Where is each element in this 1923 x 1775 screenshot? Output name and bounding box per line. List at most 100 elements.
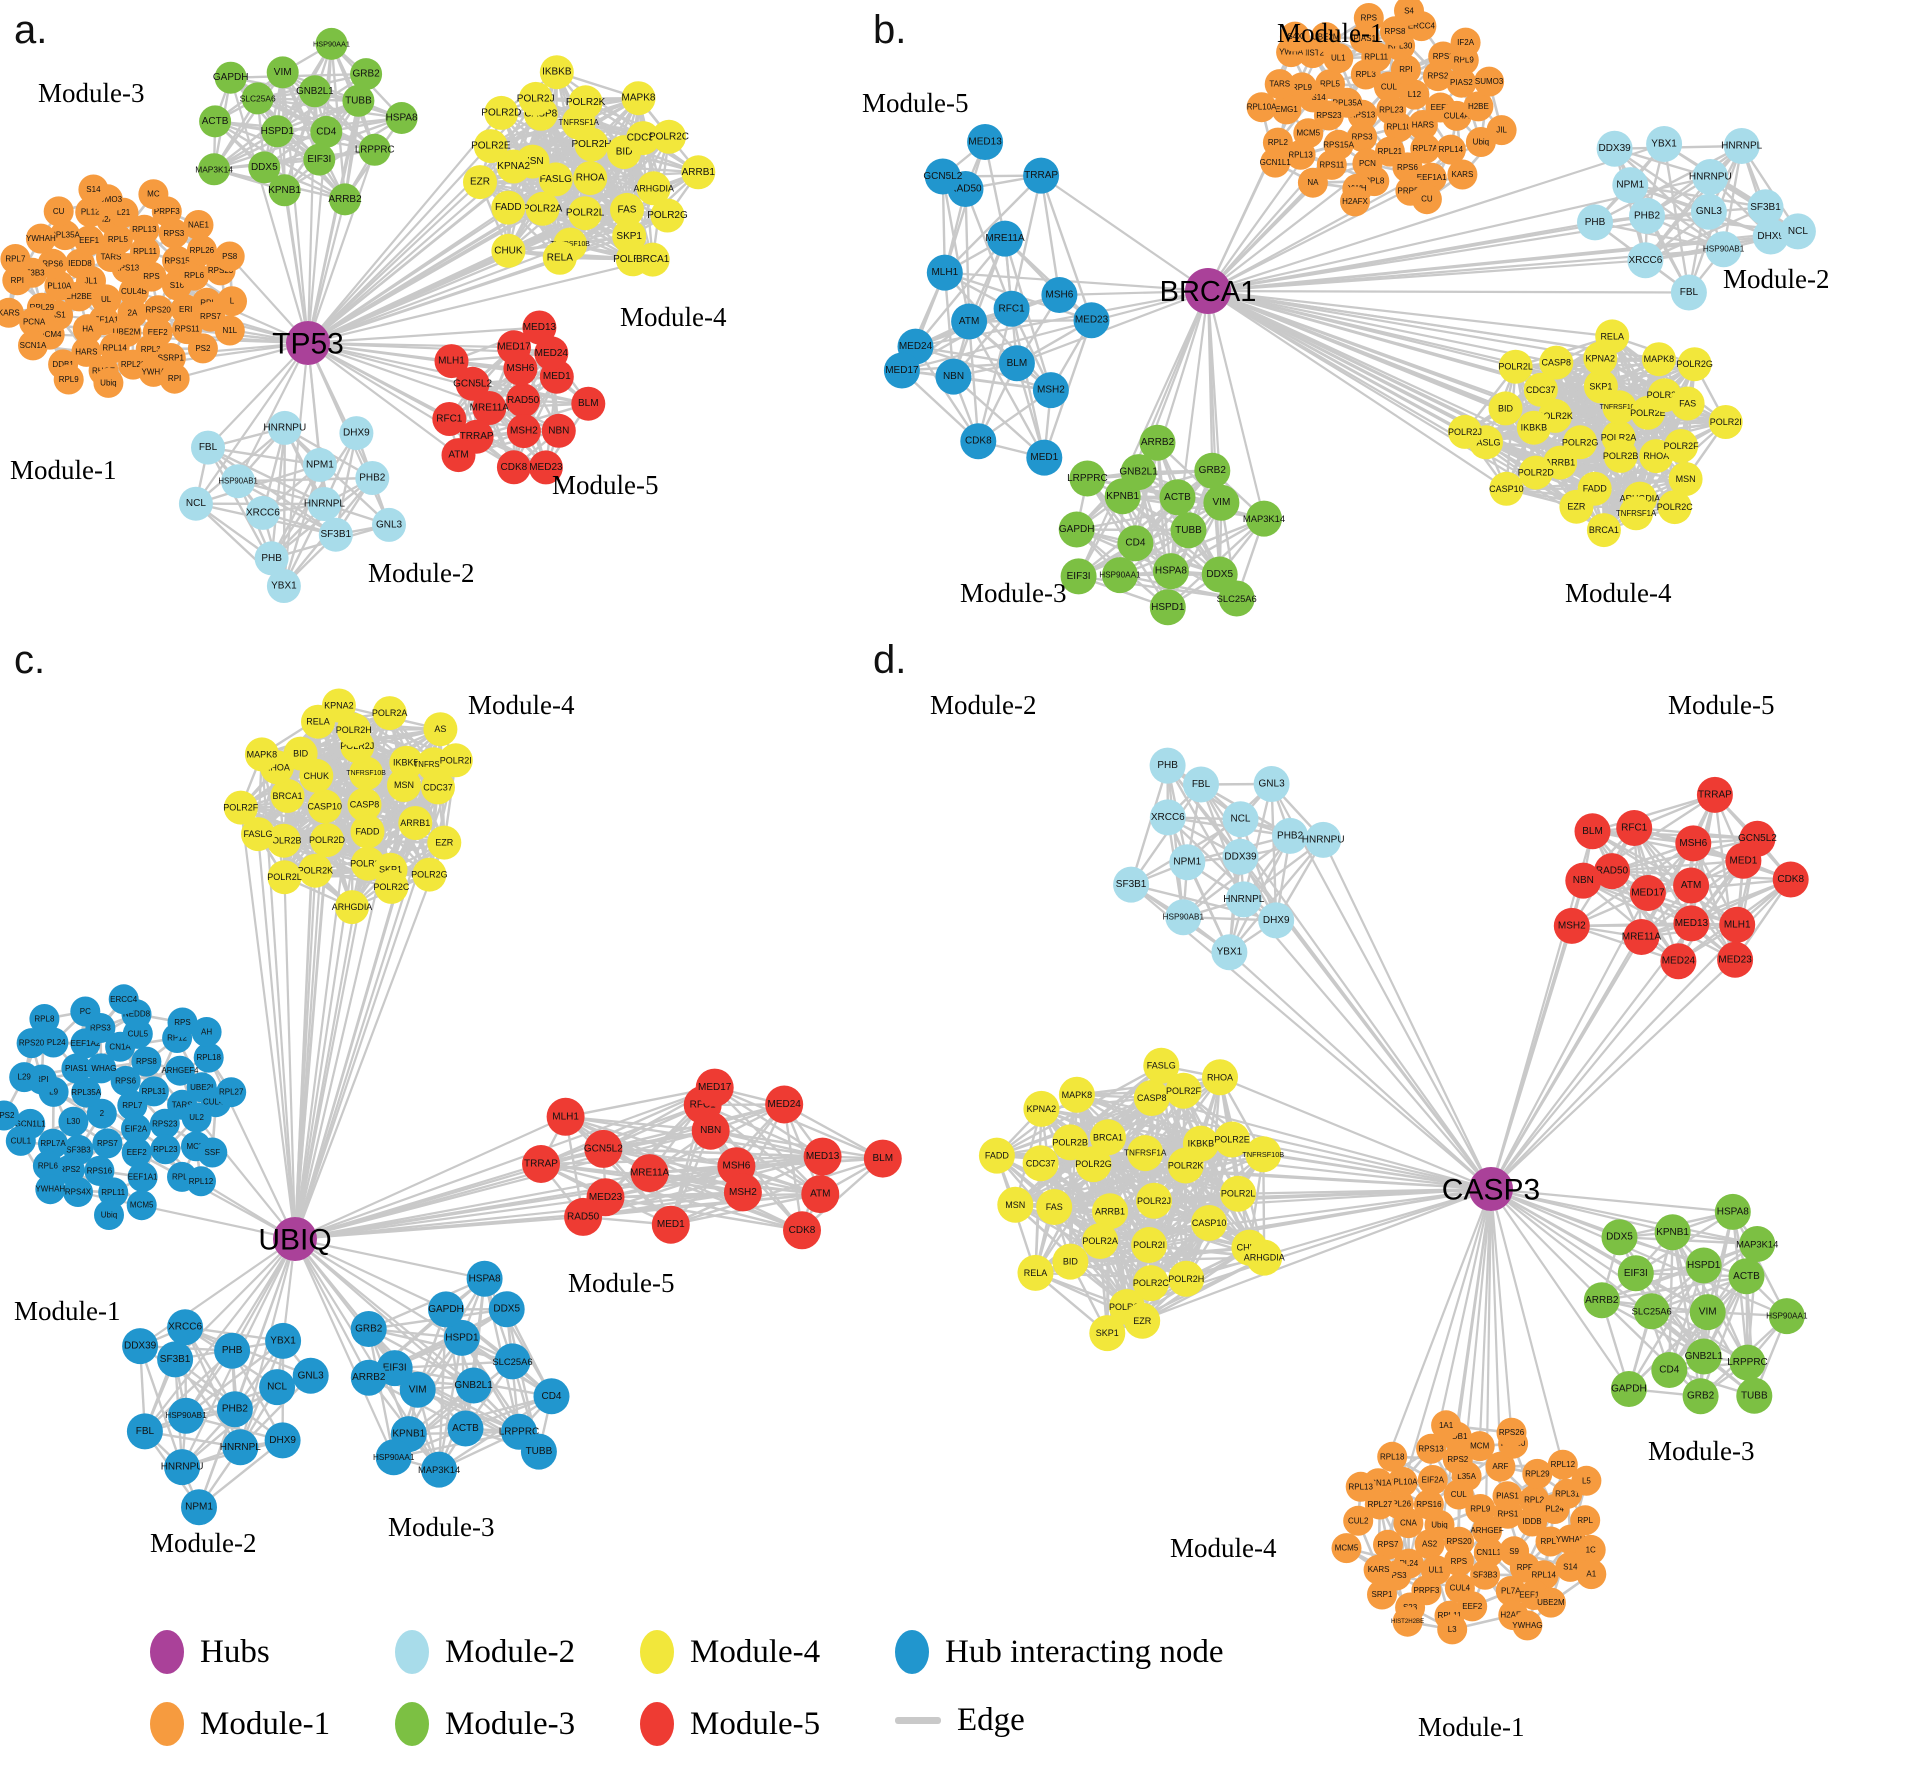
node-circle[interactable] (443, 1319, 480, 1356)
network-node[interactable]: ATM (951, 303, 988, 340)
network-node[interactable]: CD4 (1117, 525, 1154, 562)
node-circle[interactable] (1627, 242, 1664, 279)
network-node[interactable]: EZR (1124, 1302, 1161, 1339)
node-circle[interactable] (149, 1108, 180, 1139)
network-node[interactable]: SSF (197, 1137, 228, 1168)
network-node[interactable]: RPL31 (138, 1076, 169, 1107)
network-node[interactable]: MED17 (883, 352, 920, 389)
network-node[interactable]: GRB2 (350, 58, 383, 91)
node-circle[interactable] (1629, 875, 1666, 911)
network-node[interactable]: RPL29 (1522, 1458, 1553, 1489)
node-circle[interactable] (259, 1369, 296, 1406)
node-circle[interactable] (568, 196, 603, 231)
node-circle[interactable] (191, 1017, 222, 1047)
network-node[interactable]: ARRB2 (350, 1359, 387, 1396)
node-circle[interactable] (167, 1309, 204, 1346)
network-node[interactable]: MLH1 (546, 1097, 585, 1136)
network-node[interactable]: FAS (1036, 1189, 1073, 1225)
node-circle[interactable] (1413, 1489, 1444, 1520)
network-node[interactable]: IKBKB (1516, 410, 1551, 445)
network-node[interactable]: SF3B1 (157, 1341, 194, 1378)
node-circle[interactable] (32, 1150, 63, 1181)
node-circle[interactable] (0, 297, 24, 328)
node-circle[interactable] (254, 541, 289, 576)
network-node[interactable]: BLM (571, 386, 606, 421)
node-circle[interactable] (1539, 345, 1574, 380)
node-circle[interactable] (121, 1113, 151, 1144)
node-circle[interactable] (1437, 1614, 1468, 1645)
network-node[interactable]: JIL (1486, 115, 1517, 146)
network-node[interactable]: RPL7 (0, 244, 31, 274)
node-circle[interactable] (1603, 438, 1638, 473)
node-circle[interactable] (1664, 429, 1699, 463)
node-circle[interactable] (432, 402, 467, 436)
node-circle[interactable] (1090, 1119, 1126, 1156)
network-node[interactable]: KPNB1 (1654, 1214, 1691, 1251)
node-circle[interactable] (43, 196, 74, 227)
network-node[interactable]: RPS8 (131, 1046, 162, 1077)
node-circle[interactable] (1089, 1315, 1126, 1352)
network-node[interactable]: MSH6 (1675, 825, 1712, 862)
node-circle[interactable] (0, 1100, 19, 1131)
network-node[interactable]: YWHAH (25, 223, 56, 254)
node-circle[interactable] (264, 1422, 301, 1459)
node-circle[interactable] (9, 1062, 40, 1093)
network-node[interactable]: BRCA1 (1090, 1119, 1126, 1156)
network-node[interactable]: CASP10 (1489, 471, 1524, 506)
node-circle[interactable] (261, 115, 294, 148)
node-circle[interactable] (1577, 204, 1613, 241)
network-node[interactable]: ARRB1 (398, 806, 433, 840)
node-circle[interactable] (121, 1137, 152, 1168)
network-node[interactable]: RPL27 (216, 1077, 247, 1108)
network-node[interactable]: FAS (1670, 386, 1705, 421)
node-circle[interactable] (1127, 1135, 1164, 1172)
network-node[interactable]: CHUK (491, 233, 526, 268)
network-node[interactable]: IF2A (1450, 27, 1481, 58)
node-circle[interactable] (1575, 1534, 1606, 1565)
node-circle[interactable] (630, 1154, 669, 1193)
node-circle[interactable] (298, 853, 333, 888)
network-node[interactable]: RFC1 (432, 402, 467, 436)
network-node[interactable]: DHX9 (1258, 902, 1295, 939)
node-circle[interactable] (455, 366, 490, 401)
network-node[interactable]: ACTB (447, 1410, 484, 1447)
node-circle[interactable] (441, 438, 476, 473)
network-node[interactable]: MLH1 (434, 344, 469, 379)
hub-circle[interactable] (1185, 268, 1231, 314)
node-circle[interactable] (223, 790, 258, 825)
network-node[interactable]: MSH2 (1553, 907, 1590, 944)
node-circle[interactable] (924, 158, 961, 195)
node-circle[interactable] (1258, 902, 1295, 939)
node-circle[interactable] (610, 192, 644, 227)
node-circle[interactable] (18, 330, 48, 361)
node-circle[interactable] (318, 517, 353, 552)
network-node[interactable]: TUBB (1170, 512, 1207, 549)
network-node[interactable]: YBX1 (265, 1322, 302, 1359)
node-circle[interactable] (179, 260, 210, 291)
node-circle[interactable] (1023, 157, 1060, 194)
network-node[interactable]: BLM (863, 1139, 902, 1178)
network-node[interactable]: GAPDH (1058, 511, 1095, 548)
node-circle[interactable] (61, 1053, 92, 1084)
network-node[interactable]: SF3B1 (1113, 866, 1150, 903)
network-node[interactable]: POLR2I (438, 743, 473, 778)
node-circle[interactable] (86, 1098, 117, 1129)
network-node[interactable]: ATM (1673, 867, 1710, 904)
node-circle[interactable] (1246, 500, 1282, 537)
network-node[interactable]: NCL (1222, 801, 1259, 838)
network-node[interactable]: NCL (259, 1369, 296, 1406)
network-node[interactable]: PHB2 (1272, 817, 1309, 854)
node-circle[interactable] (1124, 1302, 1161, 1339)
node-circle[interactable] (1058, 1076, 1095, 1113)
node-circle[interactable] (78, 174, 109, 205)
network-node[interactable]: PHB (1577, 204, 1613, 241)
network-node[interactable]: NCL (178, 486, 213, 521)
node-circle[interactable] (1218, 580, 1255, 617)
node-circle[interactable] (1610, 1371, 1647, 1407)
node-circle[interactable] (50, 220, 80, 251)
node-circle[interactable] (298, 75, 331, 108)
node-circle[interactable] (1036, 1189, 1073, 1225)
network-node[interactable]: BRCA1 (1586, 513, 1621, 548)
node-circle[interactable] (1073, 302, 1110, 339)
node-circle[interactable] (342, 84, 375, 117)
